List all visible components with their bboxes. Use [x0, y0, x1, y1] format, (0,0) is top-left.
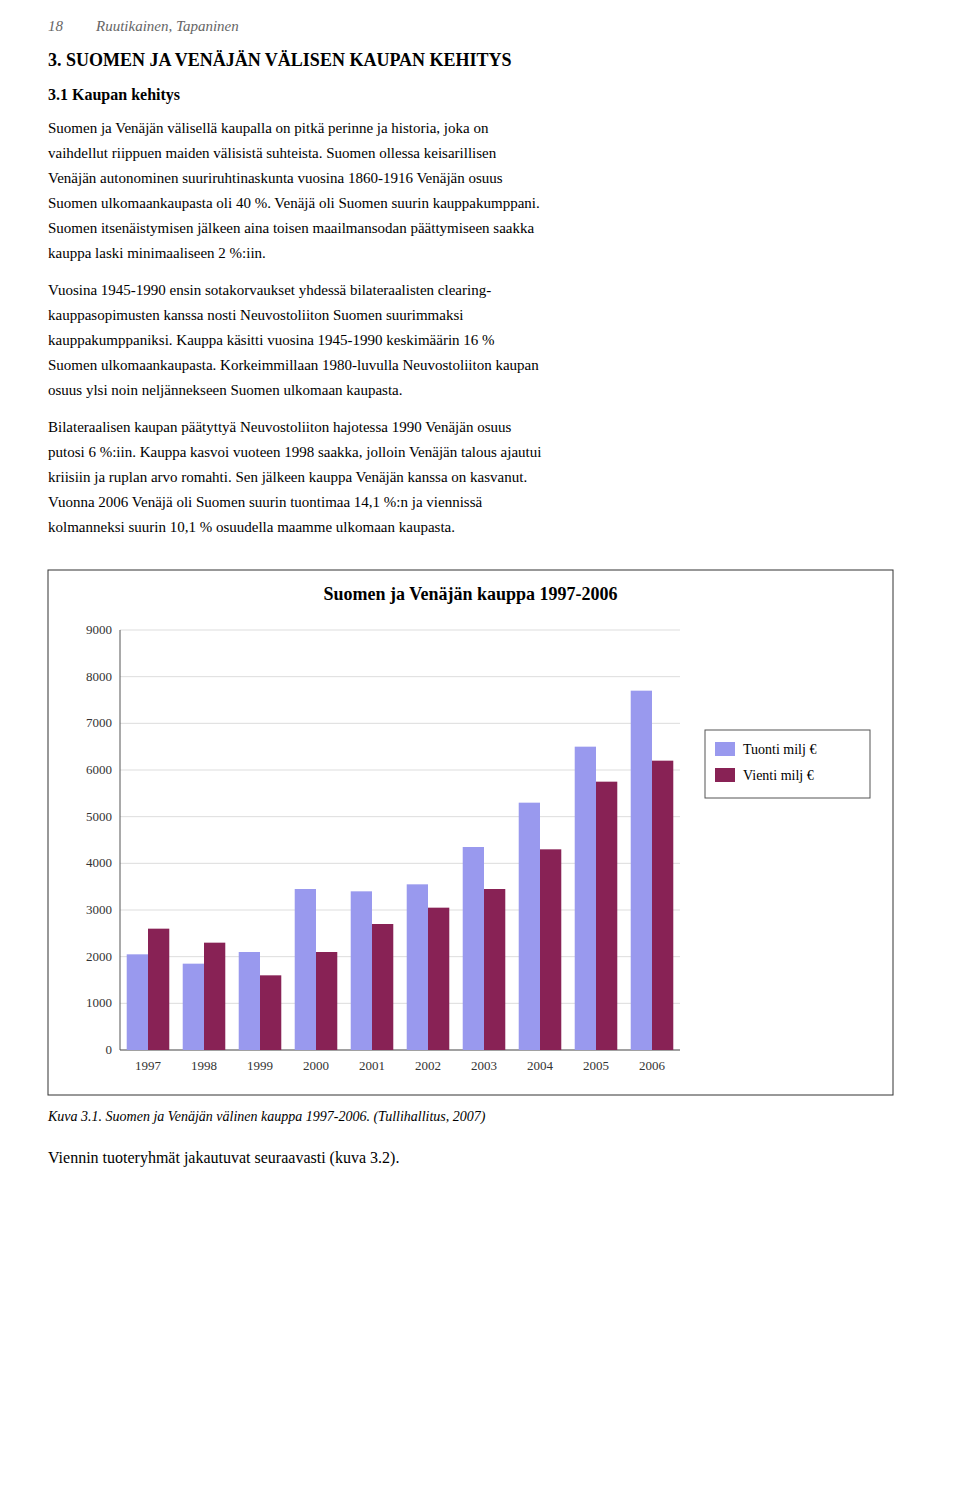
paragraph-line: Bilateraalisen kaupan päätyttyä Neuvosto…: [48, 419, 511, 436]
legend: Tuonti milj € Vienti milj €: [705, 730, 870, 798]
bar: [316, 952, 337, 1050]
paragraph-line: Vuosina 1945-1990 ensin sotakorvaukset y…: [48, 282, 491, 299]
grid-line: [120, 630, 680, 631]
bar: [652, 761, 673, 1050]
bar: [148, 929, 169, 1050]
grid-line: [120, 723, 680, 724]
legend-swatch: [715, 742, 735, 756]
paragraph-line: osuus ylsi noin neljännekseen Suomen ulk…: [48, 382, 403, 399]
x-tick-label: 1998: [191, 1058, 217, 1073]
paragraph-line: putosi 6 %:iin. Kauppa kasvoi vuoteen 19…: [48, 444, 541, 461]
x-tick-label: 2001: [359, 1058, 385, 1073]
bars: [127, 691, 674, 1050]
page: {"page": { "page_number": "18", "page_he…: [0, 0, 960, 1495]
section-title: 3. SUOMEN JA VENÄJÄN VÄLISEN KAUPAN KEHI…: [48, 50, 512, 71]
y-tick-label: 7000: [86, 715, 112, 730]
x-tick-label: 2006: [639, 1058, 666, 1073]
y-grid: [120, 630, 680, 1050]
caption: Kuva 3.1. Suomen ja Venäjän välinen kaup…: [48, 1109, 485, 1125]
paragraph-line: kauppakumppaniksi. Kauppa käsitti vuosin…: [48, 332, 495, 349]
bar: [540, 849, 561, 1050]
bar: [295, 889, 316, 1050]
x-tick-label: 2002: [415, 1058, 441, 1073]
y-tick-label: 9000: [86, 622, 112, 637]
y-tick-label: 4000: [86, 855, 112, 870]
legend-swatch: [715, 768, 735, 782]
paragraph-line: vaihdellut riippuen maiden välisistä suh…: [48, 145, 496, 162]
subsection-title: 3.1 Kaupan kehitys: [48, 86, 180, 104]
grid-line: [120, 676, 680, 677]
y-tick-label: 3000: [86, 902, 112, 917]
paragraph-line: Suomen ulkomaankaupasta oli 40 %. Venäjä…: [48, 195, 540, 212]
paragraph-line: Suomen ulkomaankaupasta. Korkeimmillaan …: [48, 357, 539, 374]
bar: [372, 924, 393, 1050]
chart: Suomen ja Venäjän kauppa 1997-2006 0 1000 2…: [0, 0, 960, 1495]
paragraph-line: kauppa laski minimaaliseen 2 %:iin.: [48, 245, 266, 262]
y-tick-label: 0: [106, 1042, 113, 1057]
paragraph-line: kriisiin ja ruplan arvo romahti. Sen jäl…: [48, 469, 527, 486]
bar: [260, 975, 281, 1050]
y-tick-label: 8000: [86, 669, 112, 684]
y-axis-line: [120, 630, 121, 1050]
x-tick-label: 2005: [583, 1058, 609, 1073]
bar: [351, 891, 372, 1050]
y-tick-label: 5000: [86, 809, 112, 824]
paragraph-line: kauppasopimusten kanssa nosti Neuvostoli…: [48, 307, 463, 324]
x-tick-label: 1997: [135, 1058, 162, 1073]
bar: [575, 747, 596, 1050]
chart-title: Suomen ja Venäjän kauppa 1997-2006: [323, 584, 617, 604]
legend-entry: Tuonti milj €: [743, 742, 816, 757]
chart-frame: [48, 570, 893, 1095]
bar: [484, 889, 505, 1050]
bar: [204, 943, 225, 1050]
bar: [463, 847, 484, 1050]
bar: [519, 803, 540, 1050]
y-tick-label: 2000: [86, 949, 112, 964]
paragraph-line: Suomen itsenäistymisen jälkeen aina tois…: [48, 220, 534, 237]
bar: [596, 782, 617, 1050]
bar: [183, 964, 204, 1050]
y-tick-label: 1000: [86, 995, 112, 1010]
paragraph-line: Vuonna 2006 Venäjä oli Suomen suurin tuo…: [48, 494, 482, 511]
paragraph-line: Suomen ja Venäjän välisellä kaupalla on …: [48, 120, 488, 137]
page-number: 18: [48, 18, 63, 35]
x-tick-label: 2000: [303, 1058, 329, 1073]
x-tick-label: 2003: [471, 1058, 497, 1073]
paragraph-line: Venäjän autonominen suuriruhtinaskunta v…: [48, 170, 503, 187]
bar: [631, 691, 652, 1050]
x-tick-label: 2004: [527, 1058, 554, 1073]
bar: [239, 952, 260, 1050]
y-tick-label: 6000: [86, 762, 112, 777]
paragraph-line: kolmanneksi suurin 10,1 % osuudella maam…: [48, 519, 455, 536]
legend-frame: [705, 730, 870, 798]
bar: [428, 908, 449, 1050]
footer-text: Viennin tuoteryhmät jakautuvat seuraavas…: [48, 1149, 399, 1167]
bar: [127, 954, 148, 1050]
page-header: Ruutikainen, Tapaninen: [96, 18, 239, 35]
legend-entry: Vienti milj €: [743, 768, 814, 783]
bar: [407, 884, 428, 1050]
x-tick-label: 1999: [247, 1058, 273, 1073]
